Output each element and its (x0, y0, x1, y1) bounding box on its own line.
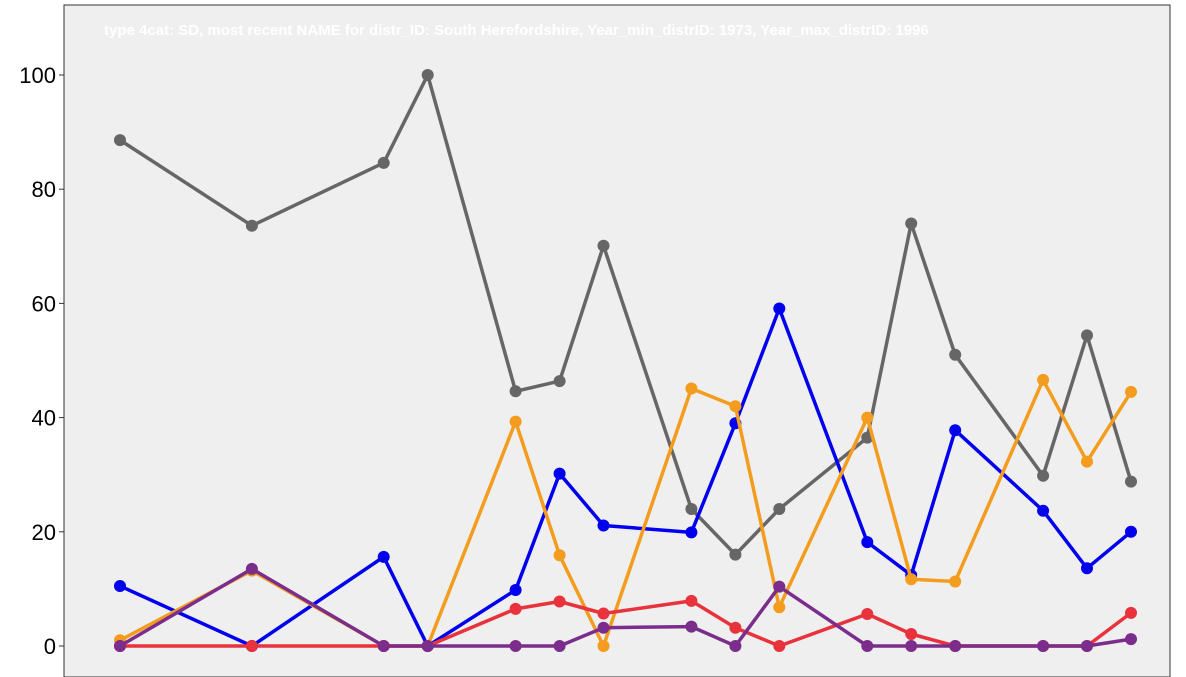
y-tick-label: 0 (44, 634, 56, 659)
series-point-1 (1125, 475, 1137, 488)
series-point-3 (509, 415, 522, 428)
series-point-4 (597, 607, 610, 620)
series-point-5 (1125, 633, 1137, 646)
series-point-2 (949, 424, 962, 437)
y-tick-label: 80 (32, 177, 56, 202)
series-point-1 (729, 548, 742, 561)
series-point-1 (1081, 329, 1093, 342)
series-point-5 (1037, 640, 1050, 652)
series-point-3 (773, 601, 786, 614)
series-point-3 (685, 382, 698, 395)
series-point-5 (114, 640, 126, 652)
series-point-3 (553, 549, 566, 562)
series-point-4 (905, 628, 918, 640)
series-point-2 (1081, 562, 1093, 575)
series-line-1 (119, 73, 1133, 557)
series-point-2 (1125, 525, 1137, 538)
series-point-1 (949, 348, 962, 361)
series-point-3 (1081, 455, 1093, 468)
series-point-4 (1125, 606, 1137, 619)
series-point-2 (553, 467, 566, 480)
series-point-3 (1037, 373, 1050, 386)
chart-title: type 4cat: SD, most recent NAME for dist… (104, 22, 929, 39)
series-point-5 (861, 640, 874, 652)
y-axis: 0 20 40 60 80 100 (19, 63, 64, 659)
series-line-2 (119, 306, 1133, 648)
series-point-4 (245, 640, 258, 652)
series-point-5 (685, 620, 698, 633)
series-point-5 (553, 640, 566, 652)
series-point-2 (509, 584, 522, 596)
series-point-1 (905, 217, 918, 230)
series-point-1 (421, 69, 434, 81)
series-point-5 (509, 640, 522, 652)
series-point-3 (1125, 385, 1137, 398)
series-point-3 (597, 640, 610, 652)
y-tick-label: 20 (32, 520, 56, 545)
series-point-2 (1037, 504, 1050, 517)
plot-area (63, 4, 1171, 677)
series-point-2 (597, 519, 610, 532)
series-point-4 (773, 640, 786, 652)
series-point-2 (685, 526, 698, 539)
series-point-4 (553, 595, 566, 608)
series-point-1 (509, 385, 522, 398)
series-point-1 (597, 239, 610, 252)
series-point-2 (114, 580, 126, 592)
series-point-4 (729, 621, 742, 634)
series-point-2 (773, 302, 786, 315)
series-point-2 (861, 536, 874, 549)
series-point-5 (729, 640, 742, 652)
series-point-1 (1037, 469, 1050, 482)
series-point-5 (905, 640, 918, 652)
series-point-2 (377, 550, 390, 563)
series-point-5 (773, 580, 786, 593)
y-tick-label: 40 (32, 406, 56, 431)
series-point-4 (509, 602, 522, 615)
series-point-4 (861, 608, 874, 620)
series-point-3 (861, 411, 874, 424)
series-point-1 (685, 503, 698, 515)
series-layer (114, 69, 1137, 652)
series-point-1 (553, 375, 566, 388)
y-tick-label: 100 (19, 63, 56, 88)
series-point-5 (421, 640, 434, 652)
series-point-1 (377, 156, 390, 169)
series-point-4 (685, 594, 698, 607)
series-point-5 (245, 562, 258, 575)
series-point-3 (949, 575, 962, 588)
series-point-3 (905, 573, 918, 586)
series-point-5 (1081, 640, 1093, 652)
y-tick-label: 60 (32, 291, 56, 316)
series-point-1 (245, 219, 258, 232)
series-point-3 (729, 400, 742, 413)
series-point-5 (597, 621, 610, 634)
series-point-5 (949, 640, 962, 652)
series-point-5 (377, 640, 390, 652)
series-point-1 (114, 134, 126, 147)
series-point-1 (773, 503, 786, 515)
series-line-5 (119, 567, 1132, 648)
